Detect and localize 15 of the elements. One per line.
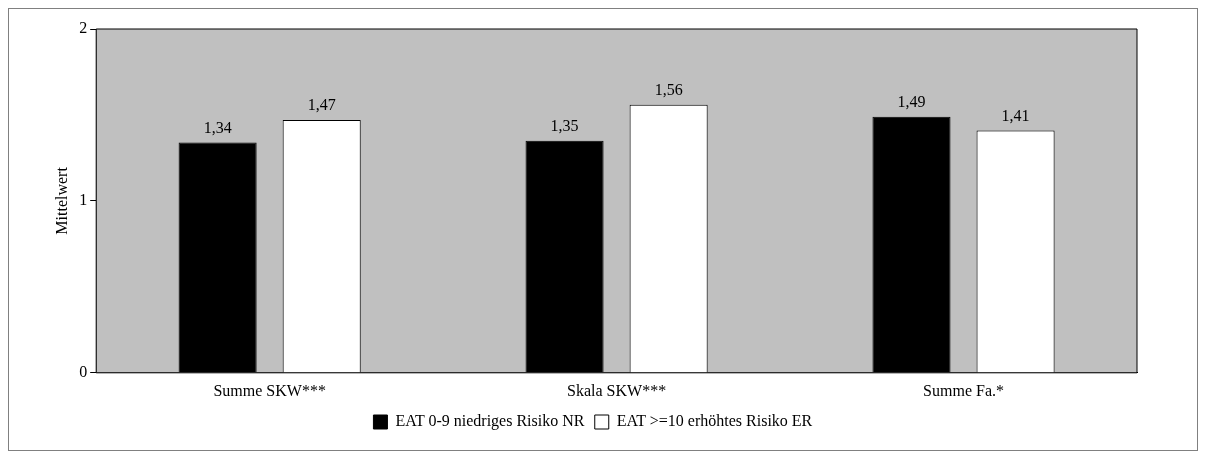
data-label: 1,41 — [1001, 106, 1030, 124]
legend-label: EAT 0-9 niedriges Risiko NR — [395, 412, 585, 431]
data-label: 1,47 — [307, 96, 336, 114]
x-tick-label: Summe SKW*** — [213, 381, 326, 399]
data-label: 1,49 — [897, 92, 926, 110]
data-label: 1,35 — [550, 116, 579, 134]
data-label: 1,34 — [203, 118, 232, 136]
y-tick-label: 1 — [79, 191, 88, 209]
data-label: 1,56 — [654, 80, 683, 98]
x-tick-label: Summe Fa.* — [923, 381, 1004, 399]
x-tick-label: Skala SKW*** — [567, 381, 667, 399]
y-axis-title: Mittelwert — [52, 166, 70, 235]
y-tick-label: 0 — [79, 363, 88, 380]
legend-label: EAT >=10 erhöhtes Risiko ER — [616, 412, 813, 430]
y-tick-label: 2 — [79, 19, 88, 37]
